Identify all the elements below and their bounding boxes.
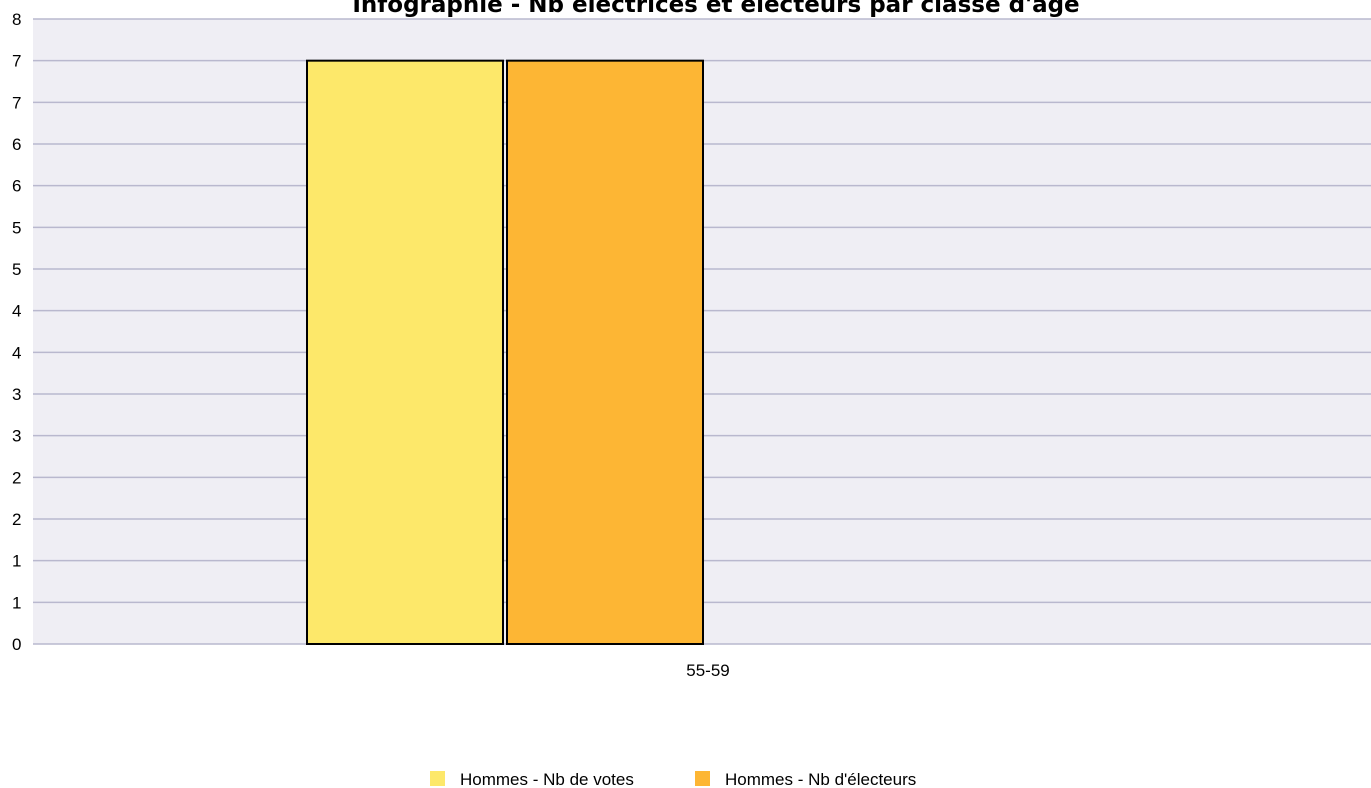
y-tick-label: 3 [12, 427, 21, 446]
y-tick-label: 5 [12, 218, 21, 237]
legend-swatch-2 [695, 771, 710, 786]
y-axis-tick-labels: 0 1 1 2 2 3 3 4 4 5 5 6 6 7 7 8 [12, 10, 21, 654]
legend-label-1: Hommes - Nb de votes [460, 770, 634, 788]
y-tick-label: 6 [12, 177, 21, 196]
y-tick-label: 1 [12, 552, 21, 571]
y-tick-label: 3 [12, 385, 21, 404]
y-tick-label: 4 [12, 302, 21, 321]
y-tick-label: 1 [12, 593, 21, 612]
y-tick-label: 5 [12, 260, 21, 279]
y-tick-label: 2 [12, 510, 21, 529]
legend-swatch-1 [430, 771, 445, 786]
bar-1 [306, 59, 504, 645]
x-tick-label: 55-59 [686, 661, 729, 680]
y-tick-label: 7 [12, 93, 21, 112]
y-tick-label: 6 [12, 135, 21, 154]
y-tick-label: 8 [12, 10, 21, 29]
y-tick-label: 4 [12, 343, 21, 362]
x-axis-tick-labels: 55-59 [686, 661, 729, 680]
y-tick-label: 2 [12, 468, 21, 487]
bars [306, 59, 704, 645]
chart-title: Infographie - Nb électrices et électeurs… [352, 0, 1079, 18]
legend-label-2: Hommes - Nb d'électeurs [725, 770, 916, 788]
bar-2 [506, 59, 704, 645]
y-tick-label: 7 [12, 52, 21, 71]
y-tick-label: 0 [12, 635, 21, 654]
legend: Hommes - Nb de votes Hommes - Nb d'électe… [430, 770, 916, 788]
